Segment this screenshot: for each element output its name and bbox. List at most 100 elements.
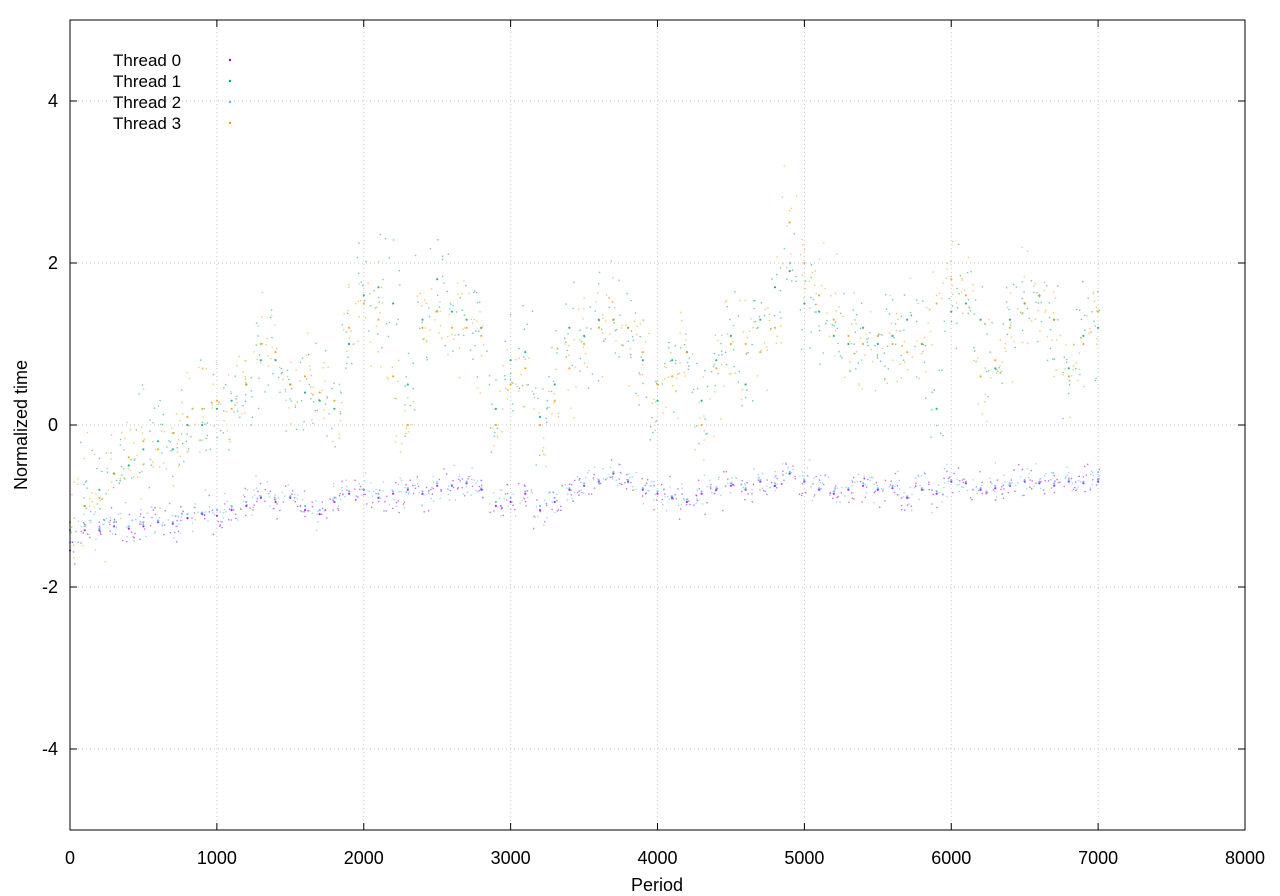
data-point	[536, 499, 538, 501]
data-point	[1021, 468, 1024, 471]
data-point	[806, 475, 809, 477]
data-point	[407, 493, 410, 495]
data-point	[478, 301, 481, 304]
data-point	[1042, 489, 1045, 491]
data-point	[109, 530, 111, 532]
data-point	[182, 413, 184, 415]
data-point	[592, 479, 595, 481]
data-point	[597, 480, 600, 483]
data-point	[186, 513, 189, 516]
data-point	[95, 493, 97, 495]
data-point	[80, 530, 83, 533]
data-point	[346, 362, 348, 365]
data-point	[1071, 490, 1073, 492]
data-point	[556, 347, 559, 350]
data-point	[820, 488, 822, 490]
data-point	[656, 383, 659, 386]
data-point	[865, 486, 868, 488]
data-point	[202, 367, 204, 369]
data-point	[588, 469, 590, 472]
data-point	[1008, 484, 1010, 486]
data-point	[734, 476, 737, 479]
data-point	[1077, 475, 1080, 478]
data-point	[568, 354, 570, 357]
data-point	[776, 477, 778, 480]
data-point	[969, 310, 972, 312]
data-point	[354, 479, 356, 482]
data-point	[333, 407, 336, 410]
data-point	[264, 391, 266, 393]
data-point	[285, 430, 288, 432]
data-point	[579, 477, 581, 480]
data-point	[893, 491, 896, 494]
data-point	[675, 498, 678, 500]
data-point	[709, 398, 711, 400]
data-point	[191, 517, 193, 519]
data-point	[1025, 488, 1028, 490]
data-point	[198, 366, 200, 369]
data-point	[718, 476, 720, 479]
data-point	[567, 333, 569, 335]
data-point	[533, 408, 535, 411]
data-point	[1078, 309, 1081, 311]
data-point	[656, 490, 659, 493]
data-point	[774, 485, 776, 488]
data-point	[303, 509, 307, 512]
data-point	[1021, 329, 1024, 332]
data-point	[531, 492, 534, 494]
data-point	[835, 310, 837, 312]
data-point	[844, 376, 846, 379]
data-point	[519, 502, 521, 504]
data-point	[180, 433, 183, 435]
data-point	[522, 496, 525, 499]
data-point	[668, 498, 671, 500]
data-point	[763, 315, 766, 317]
data-point	[644, 341, 647, 343]
data-point	[120, 465, 123, 468]
data-point	[219, 524, 221, 526]
data-point	[183, 460, 185, 463]
data-point	[425, 341, 428, 343]
data-point	[377, 351, 380, 353]
data-point	[1026, 342, 1029, 345]
data-point	[169, 441, 172, 443]
data-point	[93, 506, 95, 508]
data-point	[257, 325, 259, 328]
data-point	[506, 398, 509, 400]
data-point	[88, 505, 91, 507]
data-point	[411, 423, 413, 426]
data-point	[723, 471, 725, 473]
data-point	[354, 302, 357, 305]
data-point	[614, 329, 616, 332]
data-point	[709, 479, 711, 482]
data-point	[1008, 326, 1012, 329]
data-point	[424, 327, 427, 329]
data-point	[780, 325, 782, 327]
data-point	[215, 399, 218, 402]
data-point	[938, 292, 940, 295]
data-point	[439, 324, 442, 327]
data-point	[653, 480, 656, 483]
data-point	[80, 542, 82, 544]
data-point	[173, 531, 176, 534]
data-point	[315, 342, 317, 345]
x-tick-label: 5000	[784, 848, 824, 868]
data-point	[219, 520, 222, 523]
data-point	[551, 346, 553, 349]
data-point	[579, 481, 582, 484]
data-point	[142, 463, 144, 466]
data-point	[181, 512, 183, 515]
data-point	[348, 286, 350, 289]
data-point	[91, 492, 93, 494]
data-point	[324, 403, 327, 405]
data-point	[314, 409, 317, 412]
data-point	[1092, 474, 1095, 477]
data-point	[201, 407, 204, 410]
data-point	[798, 493, 801, 496]
data-point	[686, 498, 689, 501]
data-point	[851, 497, 854, 500]
data-point	[383, 510, 385, 512]
data-point	[311, 418, 313, 421]
data-point	[290, 387, 293, 390]
data-point	[332, 440, 334, 443]
